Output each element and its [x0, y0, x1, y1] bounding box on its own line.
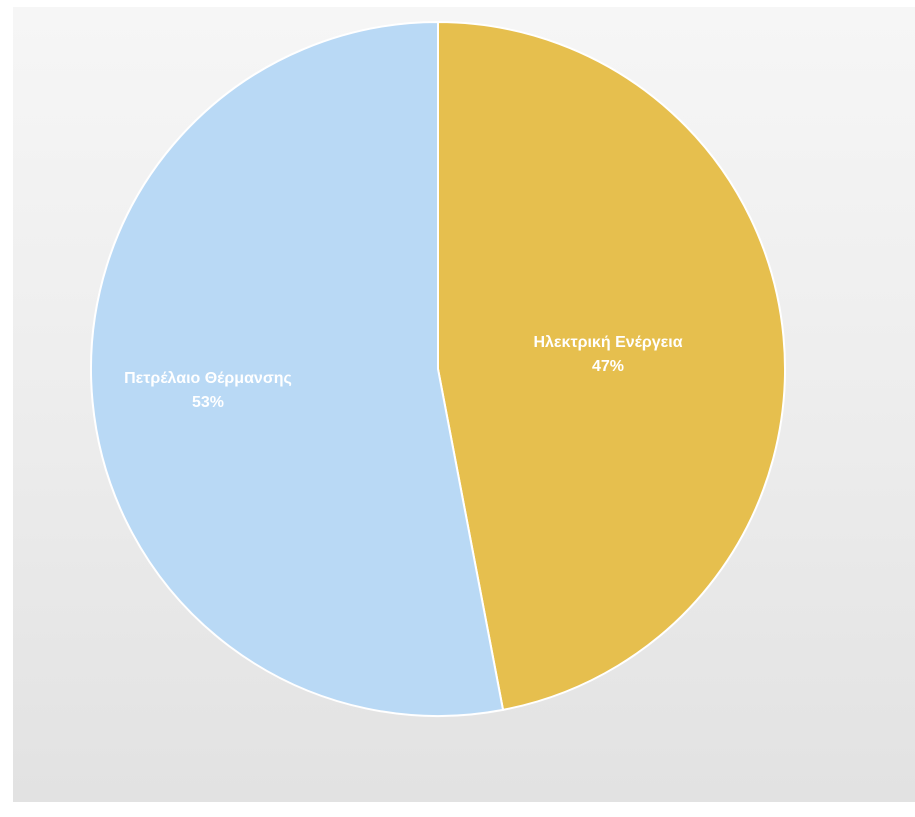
- pie-slice-2: [90, 20, 505, 717]
- pie-slice-1: [437, 20, 786, 712]
- pie-chart: Ηλεκτρική Ενέργεια 47% Πετρέλαιο Θέρμανσης…: [90, 20, 786, 717]
- slice-value-1: 47%: [592, 358, 624, 375]
- slice-label-1: Ηλεκτρική Ενέργεια: [533, 334, 682, 351]
- pie-slices: [90, 20, 786, 717]
- chart-panel: Ηλεκτρική Ενέργεια 47% Πετρέλαιο Θέρμανσης…: [13, 7, 915, 802]
- pie-labels: Ηλεκτρική Ενέργεια 47% Πετρέλαιο Θέρμανσης…: [124, 334, 683, 411]
- slice-label-2: Πετρέλαιο Θέρμανσης: [124, 370, 292, 387]
- slice-value-2: 53%: [192, 394, 224, 411]
